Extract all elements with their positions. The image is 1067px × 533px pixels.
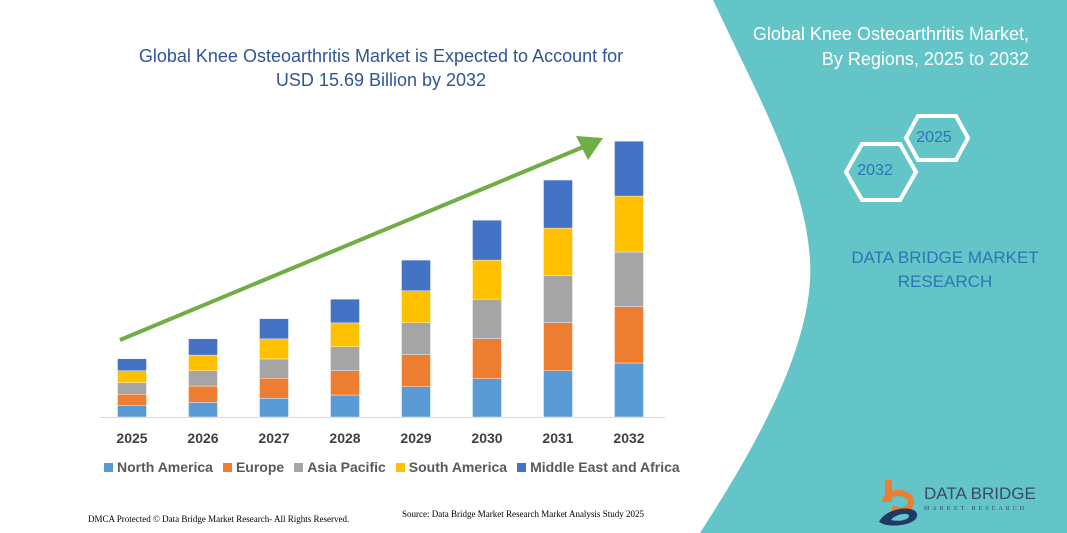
side-title-line-1: Global Knee Osteoarthritis Market, bbox=[752, 24, 1029, 44]
bar-segment-2026-1 bbox=[188, 385, 218, 403]
bar-segment-2026-2 bbox=[188, 370, 218, 387]
legend-label: Middle East and Africa bbox=[530, 459, 680, 475]
data-bridge-logo-icon bbox=[879, 480, 918, 526]
legend-swatch bbox=[294, 462, 304, 472]
bar-segment-2032-4 bbox=[614, 140, 644, 197]
bar-segment-2030-3 bbox=[472, 259, 502, 300]
x-tick-label: 2031 bbox=[542, 430, 573, 446]
side-title-line-2: By Regions, 2025 to 2032 bbox=[821, 49, 1029, 69]
legend-label: North America bbox=[117, 459, 213, 475]
title-line-1: Global Knee Osteoarthritis Market is Exp… bbox=[138, 46, 624, 66]
stacked-bar-chart: 2025 2026 2027 2028 2029 2030 2031 2032 bbox=[100, 136, 665, 446]
bar-segment-2032-3 bbox=[614, 195, 644, 253]
bar-segment-2030-0 bbox=[472, 378, 502, 418]
bar-segment-2027-4 bbox=[259, 318, 289, 340]
bar-segment-2029-4 bbox=[401, 259, 431, 291]
trend-arrow-line bbox=[119, 143, 589, 342]
bar-segment-2025-0 bbox=[117, 405, 147, 418]
x-tick-label: 2027 bbox=[258, 430, 289, 446]
bar-segment-2025-2 bbox=[117, 382, 147, 395]
legend-label: Asia Pacific bbox=[307, 459, 386, 475]
bar-segment-2030-1 bbox=[472, 338, 502, 379]
legend-item: Middle East and Africa bbox=[517, 459, 680, 475]
legend-swatch bbox=[517, 462, 527, 472]
brand-line-1: DATA BRIDGE MARKET bbox=[851, 248, 1039, 267]
bar-segment-2027-0 bbox=[259, 398, 289, 418]
logo-name: DATA BRIDGE bbox=[924, 484, 1036, 503]
bar-segment-2031-2 bbox=[543, 275, 573, 323]
legend-swatch bbox=[222, 462, 232, 472]
bar-segment-2028-1 bbox=[330, 370, 360, 396]
x-tick-label: 2029 bbox=[400, 430, 431, 446]
bar-segment-2028-2 bbox=[330, 346, 360, 371]
bar-segment-2028-4 bbox=[330, 298, 360, 324]
source-text: Source: Data Bridge Market Research Mark… bbox=[402, 509, 644, 519]
bar-segment-2031-3 bbox=[543, 227, 573, 276]
trend-arrow-head-icon bbox=[576, 136, 603, 160]
legend-label: South America bbox=[408, 459, 508, 475]
x-tick-label: 2028 bbox=[329, 430, 360, 446]
bar-segment-2028-3 bbox=[330, 322, 360, 348]
chart-title: Global Knee Osteoarthritis Market is Exp… bbox=[100, 44, 662, 92]
side-panel-title: Global Knee Osteoarthritis Market, By Re… bbox=[753, 22, 1029, 72]
bar-segment-2027-3 bbox=[259, 338, 289, 360]
chart-legend: North America Europe Asia Pacific South Ame… bbox=[104, 459, 680, 475]
x-tick-label: 2025 bbox=[116, 430, 147, 446]
x-tick-label: 2032 bbox=[613, 430, 644, 446]
bar-segment-2026-3 bbox=[188, 354, 218, 371]
hexagon-icons bbox=[843, 114, 971, 202]
bar-segment-2029-0 bbox=[401, 386, 431, 418]
logo-subtitle: MARKET RESEARCH bbox=[924, 506, 1028, 512]
bar-segment-2026-4 bbox=[188, 338, 218, 356]
legend-swatch bbox=[395, 462, 405, 472]
bar-segment-2031-0 bbox=[543, 370, 573, 418]
bar-segment-2028-0 bbox=[330, 394, 360, 418]
bar-segment-2032-1 bbox=[614, 306, 644, 364]
legend-label: Europe bbox=[235, 459, 285, 475]
title-line-2: USD 15.69 Billion by 2032 bbox=[275, 70, 487, 90]
bar-segment-2025-3 bbox=[117, 370, 147, 383]
legend-swatch bbox=[104, 462, 113, 472]
bar-segment-2027-1 bbox=[259, 378, 289, 399]
brand-text: DATA BRIDGE MARKET RESEARCH bbox=[830, 246, 1060, 294]
brand-line-2: RESEARCH bbox=[897, 272, 993, 291]
bar-segment-2029-2 bbox=[401, 322, 431, 355]
hex-label-start-year: 2025 bbox=[916, 129, 952, 146]
bar-segment-2030-2 bbox=[472, 298, 502, 339]
x-tick-label: 2026 bbox=[187, 430, 218, 446]
legend-item: Europe bbox=[222, 459, 285, 475]
copyright-text: DMCA Protected © Data Bridge Market Rese… bbox=[88, 514, 350, 524]
bar-segment-2032-2 bbox=[614, 251, 644, 307]
bar-segment-2027-2 bbox=[259, 358, 289, 379]
bar-segment-2031-4 bbox=[543, 179, 573, 229]
bar-segment-2029-3 bbox=[401, 290, 431, 323]
bar-segment-2030-4 bbox=[472, 219, 502, 261]
legend-item: North America bbox=[104, 459, 213, 475]
bar-segment-2032-0 bbox=[614, 362, 644, 418]
x-tick-label: 2030 bbox=[471, 430, 502, 446]
legend-item: Asia Pacific bbox=[294, 459, 386, 475]
bar-segment-2025-4 bbox=[117, 358, 147, 371]
bar-segment-2025-1 bbox=[117, 394, 147, 406]
bar-segment-2029-1 bbox=[401, 354, 431, 387]
bar-segment-2031-1 bbox=[543, 322, 573, 371]
legend-item: South America bbox=[395, 459, 508, 475]
bar-segment-2026-0 bbox=[188, 402, 218, 418]
hex-label-end-year: 2032 bbox=[857, 162, 893, 179]
